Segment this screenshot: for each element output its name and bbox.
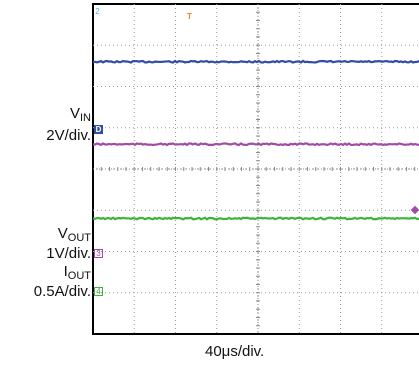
iout-scale: 0.5A/div. (33, 283, 91, 300)
vout-scale: 1V/div. (46, 245, 91, 262)
vin-channel-marker: D (94, 125, 103, 134)
vin-label: VIN (69, 105, 91, 124)
x-axis-caption: 40μs/div. (205, 343, 265, 360)
grid (93, 4, 419, 334)
channel-2-marker: 2 (95, 7, 100, 16)
traces (92, 59, 419, 221)
trace-vout-2 (92, 216, 419, 221)
vin-scale: 2V/div. (46, 127, 91, 144)
trace-unnamed-1 (92, 142, 419, 147)
trigger-marker: T (187, 12, 192, 21)
iout-label: IOUT (63, 263, 91, 282)
trace-vin-0 (92, 59, 419, 64)
vout-channel-marker: 3 (94, 249, 103, 258)
vout-label: VOUT (57, 225, 91, 244)
iout-channel-marker: 4 (94, 287, 103, 296)
